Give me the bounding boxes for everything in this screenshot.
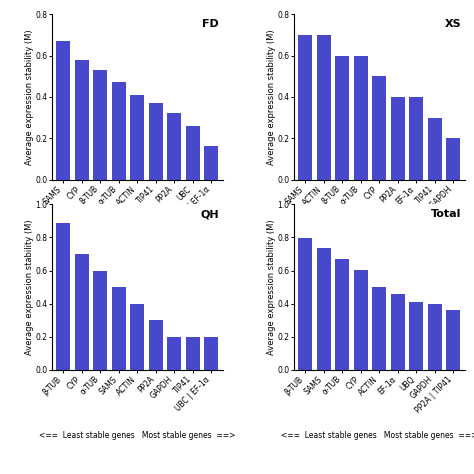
Bar — [93, 70, 107, 180]
Bar — [204, 146, 219, 180]
Bar — [167, 113, 182, 180]
Bar — [373, 76, 386, 180]
Bar — [112, 82, 126, 180]
Y-axis label: Average expression stability (M): Average expression stability (M) — [25, 219, 34, 355]
Bar — [391, 294, 405, 370]
Bar — [56, 41, 70, 180]
Bar — [354, 270, 368, 370]
Bar — [391, 97, 405, 180]
Text: QH: QH — [201, 210, 219, 219]
Bar — [317, 248, 331, 370]
Bar — [149, 103, 163, 180]
Bar — [149, 320, 163, 370]
Bar — [56, 223, 70, 370]
Bar — [75, 60, 89, 180]
Bar — [447, 310, 460, 370]
Text: Total: Total — [431, 210, 461, 219]
Bar — [410, 97, 423, 180]
Text: XS: XS — [445, 19, 461, 29]
Bar — [112, 287, 126, 370]
Bar — [447, 138, 460, 180]
Bar — [428, 118, 442, 180]
Text: <==  Least stable genes   Most stable genes  ==>: <== Least stable genes Most stable genes… — [281, 431, 474, 440]
Text: FD: FD — [202, 19, 219, 29]
Bar — [298, 238, 312, 370]
Bar — [130, 303, 144, 370]
Bar — [335, 55, 349, 180]
Bar — [130, 95, 144, 180]
Bar — [317, 35, 331, 180]
Bar — [186, 337, 200, 370]
Bar — [298, 35, 312, 180]
Text: <==  Least stable genes   Most stable genes  ==>: <== Least stable genes Most stable genes… — [39, 431, 236, 440]
Bar — [428, 304, 442, 370]
Bar — [186, 126, 200, 180]
Bar — [75, 254, 89, 370]
Bar — [93, 271, 107, 370]
Bar — [373, 287, 386, 370]
Y-axis label: Average expression stability (M): Average expression stability (M) — [267, 219, 276, 355]
Bar — [354, 55, 368, 180]
Bar — [204, 337, 219, 370]
Y-axis label: Average expression stability (M): Average expression stability (M) — [25, 29, 34, 164]
Y-axis label: Average expression stability (M): Average expression stability (M) — [267, 29, 276, 164]
Bar — [410, 302, 423, 370]
Bar — [335, 259, 349, 370]
Bar — [167, 337, 182, 370]
